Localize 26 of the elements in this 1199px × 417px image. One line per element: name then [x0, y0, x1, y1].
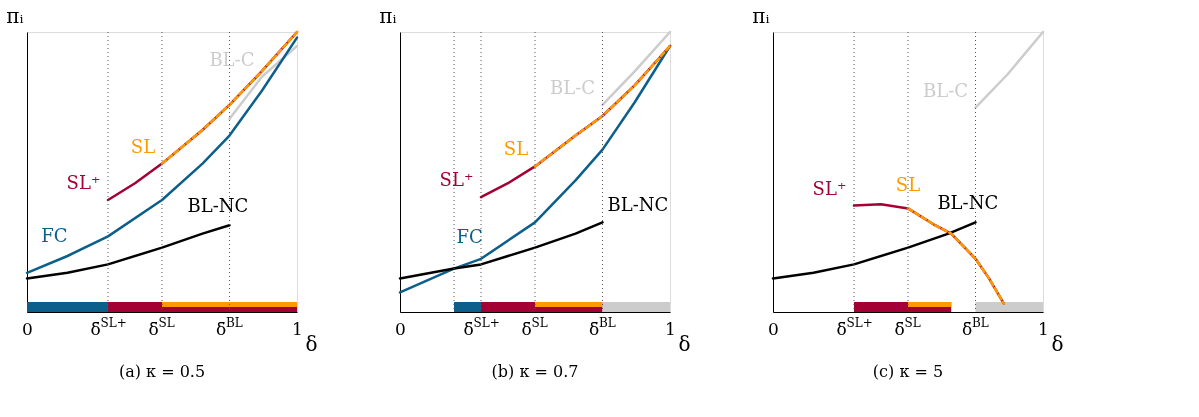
y-axis-title: πᵢ	[6, 3, 24, 28]
x-axis-title: δ	[305, 331, 318, 356]
text: (a) κ = 0.5	[118, 362, 206, 381]
series-label: SL	[503, 138, 529, 160]
series-label: SL⁺	[812, 177, 847, 199]
x-tick-label: 0	[22, 319, 33, 339]
series-label: BL-NC	[937, 191, 999, 213]
x-axis-title: δ	[1051, 331, 1064, 356]
series-label: BL-NC	[607, 194, 669, 216]
x-tick-label: 0	[768, 319, 779, 339]
x-tick-label: 0	[395, 319, 406, 339]
series-label: SL	[895, 174, 921, 196]
x-tick-label: 1	[665, 319, 676, 339]
y-axis-title: πᵢ	[379, 3, 397, 28]
x-axis-title: δ	[678, 331, 691, 356]
text: (c) κ = 5	[872, 362, 944, 381]
text: (b) κ = 0.7	[491, 362, 579, 381]
series-label: FC	[41, 225, 68, 247]
x-tick-label: 1	[1038, 319, 1049, 339]
series-label: SL	[130, 135, 156, 157]
series-label: SL⁺	[66, 172, 101, 193]
y-axis-title: πᵢ	[752, 3, 770, 28]
x-tick-label: 1	[292, 319, 303, 339]
series-label: BL-NC	[187, 194, 249, 216]
series-label: SL⁺	[439, 169, 474, 191]
series-label: FC	[456, 225, 483, 247]
